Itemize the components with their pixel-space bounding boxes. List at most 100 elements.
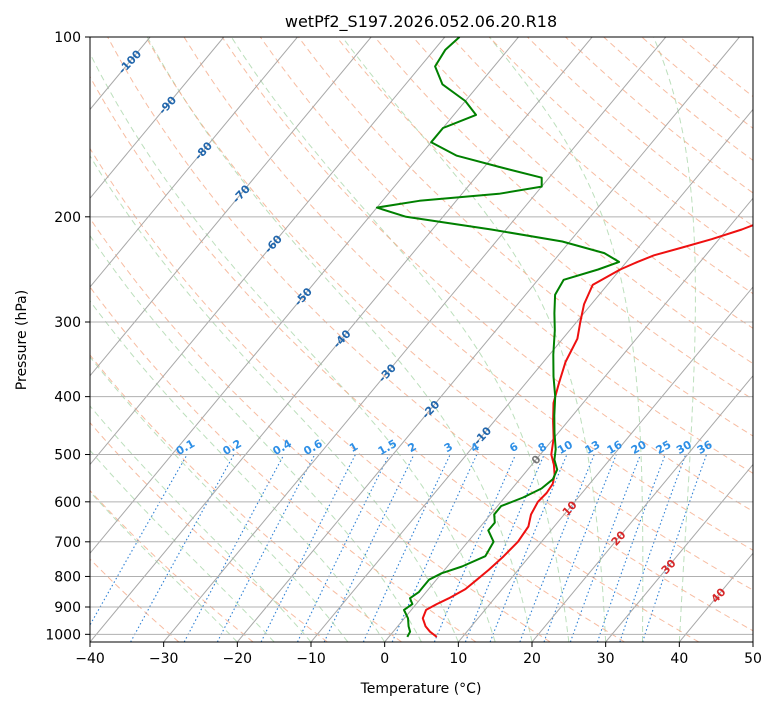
plot-frame	[89, 36, 754, 643]
x-tick-label: 10	[449, 651, 467, 667]
dry-adiabat	[679, 37, 753, 98]
dry-adiabat	[90, 217, 551, 642]
isotherm-label: -100	[116, 47, 145, 76]
temperature-profile-line	[421, 224, 753, 638]
y-tick-label: 100	[54, 30, 81, 46]
mixing-ratio-label: 1	[347, 440, 360, 455]
x-tick-label: 0	[380, 651, 389, 667]
dry-adiabat	[565, 37, 753, 194]
x-tick-label: 20	[523, 651, 541, 667]
dry-adiabat	[90, 147, 625, 642]
moist-adiabat	[90, 449, 275, 642]
moist-adiabat	[90, 300, 386, 642]
line-labels: 0.1 0.2 0.4 0.6 1 1.5 2 3 4 6 8 10 13 16 20 25 30 36-100-…	[116, 47, 729, 605]
moist-adiabat	[341, 37, 607, 642]
isotherm-line	[752, 641, 753, 642]
isotherm-line	[90, 37, 298, 288]
dry-adiabat	[221, 37, 753, 512]
y-tick-label: 700	[54, 535, 81, 551]
dry-adiabat	[90, 286, 477, 642]
moist-adiabat	[653, 37, 696, 642]
mixing-ratio-line	[543, 454, 617, 642]
x-tick-label: 50	[744, 651, 762, 667]
y-tick-label: 200	[54, 210, 81, 226]
x-tick-label: 30	[597, 651, 615, 667]
y-axis-label: Pressure (hPa)	[14, 290, 30, 390]
mixing-ratio-line	[260, 454, 356, 642]
moist-adiabat	[90, 52, 496, 642]
dry-adiabat	[90, 489, 254, 642]
isotherm-line	[605, 463, 753, 642]
mixing-ratio-line	[489, 454, 568, 642]
dewpoint-profile-line	[375, 37, 621, 638]
isotherm-label: -90	[156, 93, 179, 117]
mixing-ratio-line	[391, 454, 478, 642]
y-tick-label: 800	[54, 569, 81, 585]
moist-adiabat	[489, 37, 644, 642]
y-tick-label: 1000	[45, 627, 81, 643]
dry-adiabat	[107, 37, 753, 632]
isotherm-line	[236, 37, 740, 642]
moist-adiabat	[90, 491, 238, 642]
moist-adiabat	[90, 154, 459, 642]
mixing-ratio-line	[464, 454, 545, 642]
isotherm-line	[0, 37, 76, 642]
x-tick-label: −20	[223, 651, 253, 667]
isotherm-line	[384, 197, 753, 642]
isotherm-line	[90, 37, 372, 377]
mixing-ratio-line	[596, 454, 666, 642]
moist-adiabats	[90, 37, 696, 642]
mixing-ratio-line	[323, 454, 415, 642]
dry-adiabat	[336, 37, 753, 401]
y-tick-label: 500	[54, 448, 81, 464]
chart-title: wetPf2_S197.2026.052.06.20.R18	[285, 12, 557, 32]
dry-adiabat	[90, 75, 700, 642]
mixing-ratio-label: 3	[442, 440, 455, 455]
mixing-ratio-line	[183, 454, 285, 642]
mixing-ratio-label: 6	[507, 440, 520, 455]
mixing-ratio-lines	[90, 454, 708, 642]
mixing-ratio-line	[433, 454, 517, 642]
dry-adiabat	[412, 37, 753, 329]
moist-adiabat	[146, 37, 533, 642]
dry-adiabat	[641, 37, 753, 129]
mixing-ratio-line	[519, 454, 595, 642]
isobars	[90, 37, 753, 635]
isotherm-line	[531, 374, 753, 642]
dry-adiabat	[298, 37, 753, 437]
plot-area	[0, 37, 753, 642]
dry-adiabat	[145, 37, 753, 591]
y-tick-label: 900	[54, 600, 81, 616]
isotherm-line	[678, 552, 753, 642]
y-axis-ticks: 100 200 300 400 500 600 700 800 900 1000	[45, 30, 90, 643]
moist-adiabat	[90, 356, 349, 642]
isotherm-line	[310, 108, 753, 642]
mixing-ratio-line	[642, 454, 708, 642]
dry-adiabats	[90, 37, 753, 642]
isotherm-line	[457, 286, 753, 642]
x-axis-label: Temperature (°C)	[360, 681, 482, 697]
moist-adiabat	[230, 37, 570, 642]
x-tick-label: −40	[75, 651, 105, 667]
isotherm-label: -30	[376, 361, 399, 385]
y-tick-label: 600	[54, 495, 81, 511]
moist-adiabat	[90, 405, 312, 642]
dry-adiabat	[259, 37, 753, 474]
dry-adiabat	[374, 37, 753, 365]
dry-adiabat	[90, 558, 180, 642]
isotherm-line	[90, 37, 593, 642]
mixing-ratio-line	[297, 454, 390, 642]
isotherms	[0, 37, 753, 642]
x-tick-label: −30	[149, 651, 179, 667]
isotherm-line	[90, 37, 225, 200]
isotherm-line	[0, 37, 3, 642]
profile-series	[375, 37, 753, 638]
isotherm-label: -70	[230, 182, 253, 206]
isotherm-line	[90, 37, 446, 466]
isotherm-line	[163, 37, 667, 642]
mixing-ratio-line	[90, 454, 188, 627]
mixing-ratio-line	[569, 454, 642, 642]
mixing-ratio-line	[619, 454, 687, 642]
moist-adiabat	[90, 234, 422, 642]
